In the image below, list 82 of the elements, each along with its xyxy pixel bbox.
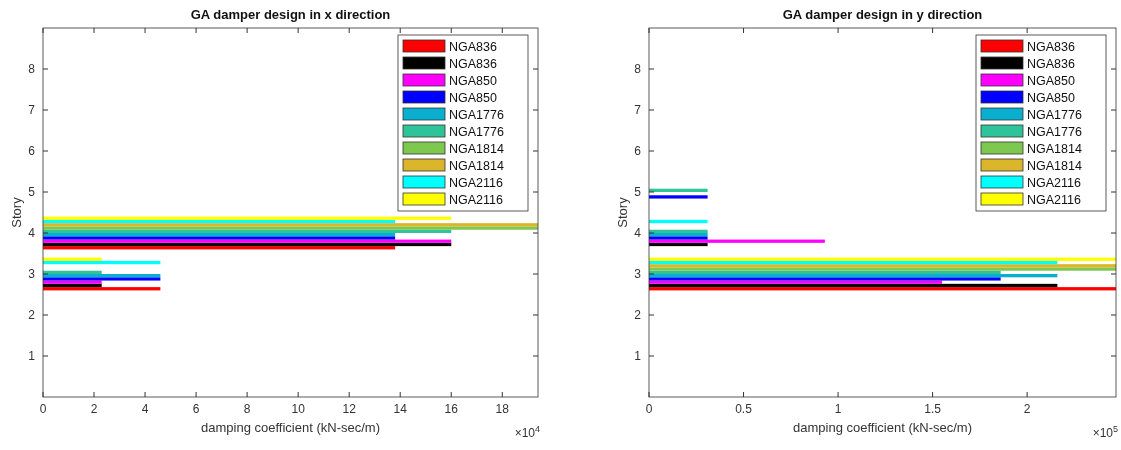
bar [649, 277, 1001, 281]
bar [43, 257, 102, 261]
y-axis-title: Story [615, 196, 630, 228]
bar [649, 239, 825, 243]
bar [43, 239, 452, 243]
bar [43, 287, 161, 291]
y-tick-label: 2 [634, 308, 642, 322]
chart-title: GA damper design in y direction [782, 7, 983, 22]
bar [43, 219, 396, 224]
legend-label: NGA2116 [1027, 192, 1082, 207]
x-tick-label: 2 [90, 402, 98, 416]
bar [649, 274, 1058, 278]
y-tick-label: 7 [28, 103, 36, 117]
bar [43, 242, 452, 247]
y-tick-label: 3 [634, 267, 642, 281]
x-tick-label: 2 [1023, 402, 1031, 416]
legend-label: NGA836 [1027, 56, 1075, 71]
text: ×10$^{5}$ [1092, 424, 1118, 440]
x-tick-label: 10 [291, 402, 306, 416]
text: ×10$^{4}$ [514, 424, 540, 440]
y-tick-label: 4 [634, 226, 642, 240]
bar [649, 257, 1116, 261]
x-tick-label: 6 [192, 402, 200, 416]
bar [649, 195, 708, 199]
legend-label: NGA836 [449, 39, 497, 54]
legend-label: NGA850 [1027, 73, 1075, 88]
x-tick-label: 0.5 [735, 402, 753, 416]
y-tick-label: 6 [28, 144, 36, 158]
legend-label: NGA2116 [449, 175, 504, 190]
y-tick-label: 6 [634, 144, 642, 158]
x-tick-label: 16 [444, 402, 459, 416]
x-tick-label: 14 [393, 402, 408, 416]
bar [649, 242, 708, 247]
y-tick-label: 5 [28, 185, 36, 199]
bar [649, 260, 1058, 265]
y-axis-title: Story [9, 196, 24, 228]
legend-label: NGA2116 [449, 192, 504, 207]
y-tick-label: 7 [634, 103, 642, 117]
bar [43, 283, 102, 288]
bar [43, 229, 452, 233]
legend-label: NGA1776 [1027, 124, 1082, 139]
bar [649, 280, 943, 284]
legend-label: NGA1814 [449, 141, 504, 156]
legend-label: NGA850 [1027, 90, 1075, 105]
x-tick-label: 0 [645, 402, 653, 416]
bar [649, 287, 1116, 291]
legend-label: NGA1776 [1027, 107, 1082, 122]
bar [649, 270, 1001, 274]
legend-label: NGA850 [449, 90, 497, 105]
x-tick-label: 1 [834, 402, 842, 416]
y-tick-label: 5 [634, 185, 642, 199]
legend-label: NGA1814 [449, 158, 504, 173]
chart-title: GA damper design in x direction [190, 7, 391, 22]
x-tick-label: 4 [141, 402, 149, 416]
bar [649, 283, 1058, 288]
legend-label: NGA850 [449, 73, 497, 88]
legend-label: NGA836 [1027, 39, 1075, 54]
legend-label: NGA836 [449, 56, 497, 71]
bar [43, 280, 102, 284]
y-tick-label: 4 [28, 226, 36, 240]
y-tick-label: 8 [634, 62, 642, 76]
y-tick-label: 2 [28, 308, 36, 322]
x-tick-label: 1.5 [924, 402, 942, 416]
bar [649, 219, 708, 224]
legend-label: NGA1776 [449, 107, 504, 122]
x-axis-title: damping coefficient (kN-sec/m) [793, 420, 972, 435]
legend-label: NGA1814 [1027, 158, 1082, 173]
legend-label: NGA1776 [449, 124, 504, 139]
legend-label: NGA2116 [1027, 175, 1082, 190]
bar [43, 216, 452, 220]
legend-label: NGA1814 [1027, 141, 1082, 156]
y-tick-label: 1 [28, 349, 36, 363]
bar [43, 246, 396, 250]
x-tick-label: 12 [342, 402, 357, 416]
x-tick-label: 18 [495, 402, 510, 416]
y-tick-label: 3 [28, 267, 36, 281]
y-tick-label: 8 [28, 62, 36, 76]
bar [43, 260, 161, 265]
x-axis-title: damping coefficient (kN-sec/m) [201, 420, 380, 435]
y-tick-label: 1 [634, 349, 642, 363]
x-tick-label: 8 [243, 402, 251, 416]
x-tick-label: 0 [39, 402, 47, 416]
